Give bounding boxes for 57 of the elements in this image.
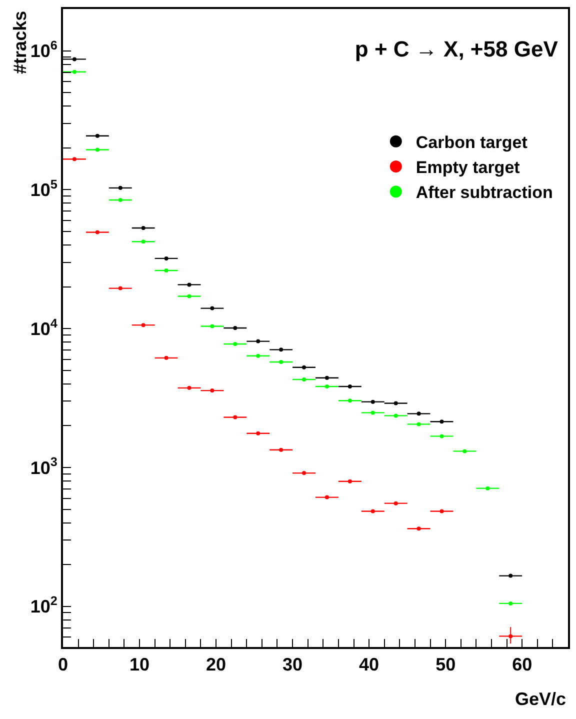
legend-label: Carbon target [416,133,528,152]
point [187,282,192,287]
point [233,342,238,346]
point [394,401,398,406]
point [324,384,329,388]
point [118,186,122,190]
point [256,339,260,344]
x-axis-title: GeV/c [515,689,566,709]
y-tick-label: 10$^{5}$ [30,177,58,200]
point [164,256,168,260]
point [302,378,306,382]
y-tick-label: 10$^{3}$ [30,455,58,478]
point [256,354,260,358]
point [164,268,168,272]
point [486,486,490,490]
y-axis-title: #tracks [10,10,30,74]
point [233,326,238,330]
x-tick-label: 30 [282,654,303,675]
x-tick-label: 60 [512,654,532,675]
x-tick-label: 50 [436,654,456,675]
legend-label: Empty target [416,158,520,178]
point [416,422,421,426]
point [324,376,329,380]
point [440,434,444,438]
point [462,449,467,454]
y-tick-label: 10$^{6}$ [30,38,58,62]
point [72,70,76,74]
point [348,384,352,388]
legend-label: After subtraction [416,183,553,202]
point [279,348,284,352]
point [302,365,306,370]
point [210,324,214,328]
point [95,134,100,138]
point [141,226,146,230]
point [508,601,513,606]
point [440,420,444,424]
y-tick-label: 10$^{2}$ [30,594,58,617]
point [370,400,375,404]
point [187,294,192,298]
point [95,148,100,152]
point [118,198,122,202]
point [210,306,214,310]
x-tick-label: 10 [130,654,150,675]
point [508,634,513,638]
text: p + C → X, +58 GeV [354,36,558,62]
x-tick-label: 40 [359,654,380,675]
point [141,240,146,244]
x-tick-label: 20 [206,654,226,675]
x-tick-label: 0 [58,654,68,675]
point [508,574,513,578]
y-tick-label: 10$^{4}$ [30,316,58,339]
point [416,412,421,416]
point [279,360,284,364]
point [348,398,352,403]
point [72,57,76,62]
point [394,414,398,418]
point [370,410,375,415]
